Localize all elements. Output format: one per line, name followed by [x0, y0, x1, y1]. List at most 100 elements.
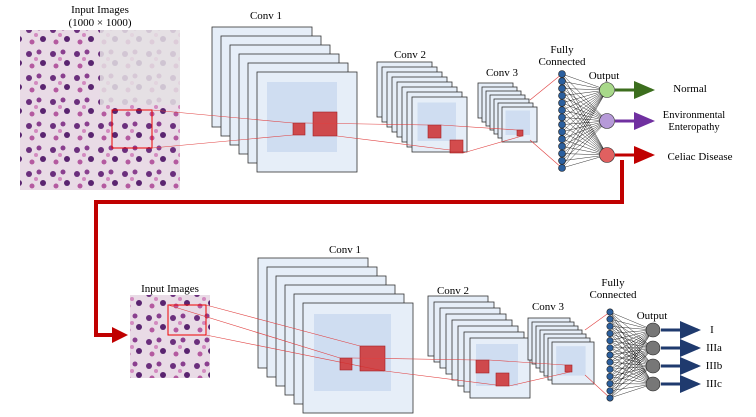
connector	[609, 347, 654, 377]
class-label: I	[710, 324, 714, 336]
connector	[561, 117, 608, 156]
neuron	[558, 99, 566, 107]
connector	[151, 109, 294, 124]
connector	[304, 122, 429, 126]
connector	[609, 329, 654, 356]
connector	[609, 329, 654, 341]
label: Conv 1	[328, 244, 362, 256]
neuron	[558, 149, 566, 158]
kernel	[495, 372, 510, 387]
patch	[167, 304, 207, 336]
connector	[609, 329, 654, 377]
connector	[462, 135, 523, 154]
label: Fully Connected	[538, 44, 586, 68]
connector	[561, 120, 608, 154]
connector	[151, 134, 294, 149]
neuron	[558, 84, 566, 93]
connector	[488, 359, 566, 366]
connector	[609, 319, 654, 349]
connector	[609, 347, 654, 391]
kernel	[292, 122, 306, 136]
connector	[561, 89, 608, 169]
connector	[561, 81, 608, 122]
kernel	[449, 139, 464, 154]
neuron	[645, 376, 661, 392]
kernel	[564, 364, 573, 373]
label: Input Images	[71, 4, 129, 16]
kernel	[339, 357, 353, 371]
image-lumen	[100, 30, 180, 105]
neuron	[606, 308, 614, 316]
neuron	[558, 142, 566, 151]
neuron	[606, 337, 614, 345]
neuron	[606, 387, 614, 395]
neuron	[558, 70, 566, 78]
connector	[609, 347, 654, 363]
label: Conv 3	[531, 301, 565, 313]
connector	[440, 124, 518, 131]
connector	[561, 89, 608, 104]
connector	[561, 138, 608, 156]
flow-arrow	[94, 160, 624, 343]
connector	[561, 120, 608, 161]
connector	[529, 73, 563, 101]
neuron	[558, 77, 566, 86]
label: Output	[636, 310, 668, 322]
neuron	[645, 340, 661, 356]
class-label: Celiac Disease	[667, 151, 733, 163]
neuron	[599, 113, 615, 129]
connector	[561, 89, 608, 111]
kernel	[427, 124, 442, 139]
connector	[561, 89, 608, 147]
neuron	[606, 322, 614, 330]
connector	[584, 374, 611, 399]
class-label: IIIa	[706, 342, 722, 354]
class-label: IIIc	[706, 378, 722, 390]
connector	[561, 73, 608, 122]
connector	[561, 89, 608, 132]
connector	[609, 365, 654, 399]
connector	[609, 329, 654, 391]
connector	[561, 89, 608, 161]
neuron	[558, 135, 566, 143]
kernel	[516, 129, 524, 137]
connector	[609, 329, 654, 384]
connector	[336, 135, 451, 151]
neuron	[599, 147, 615, 163]
neuron	[606, 329, 614, 337]
neuron	[645, 322, 661, 338]
label: (1000 × 1000)	[68, 17, 132, 29]
label: Conv 2	[436, 285, 470, 297]
neuron	[558, 156, 566, 165]
connector	[609, 329, 654, 363]
neuron	[558, 106, 566, 114]
connector	[384, 370, 497, 386]
connector	[561, 95, 608, 122]
neuron	[606, 344, 614, 352]
connector	[609, 329, 654, 349]
connector	[561, 154, 608, 169]
connector	[609, 311, 654, 331]
connector	[508, 371, 571, 387]
class-label: Environmental Enteropathy	[662, 110, 726, 133]
neuron	[558, 164, 566, 172]
connector	[561, 124, 608, 156]
connector	[561, 120, 608, 169]
connector	[351, 357, 477, 361]
connector	[609, 329, 654, 399]
connector	[561, 120, 608, 147]
label: Fully Connected	[589, 277, 637, 301]
connector	[205, 334, 385, 372]
label: Input Images	[141, 283, 199, 295]
connector	[609, 318, 654, 331]
connector	[205, 304, 361, 347]
connector	[561, 110, 608, 156]
label: Output	[588, 70, 620, 82]
neuron	[606, 394, 614, 402]
label: Conv 1	[249, 10, 283, 22]
connector	[609, 383, 654, 399]
connector	[561, 89, 608, 118]
connector	[609, 311, 654, 349]
